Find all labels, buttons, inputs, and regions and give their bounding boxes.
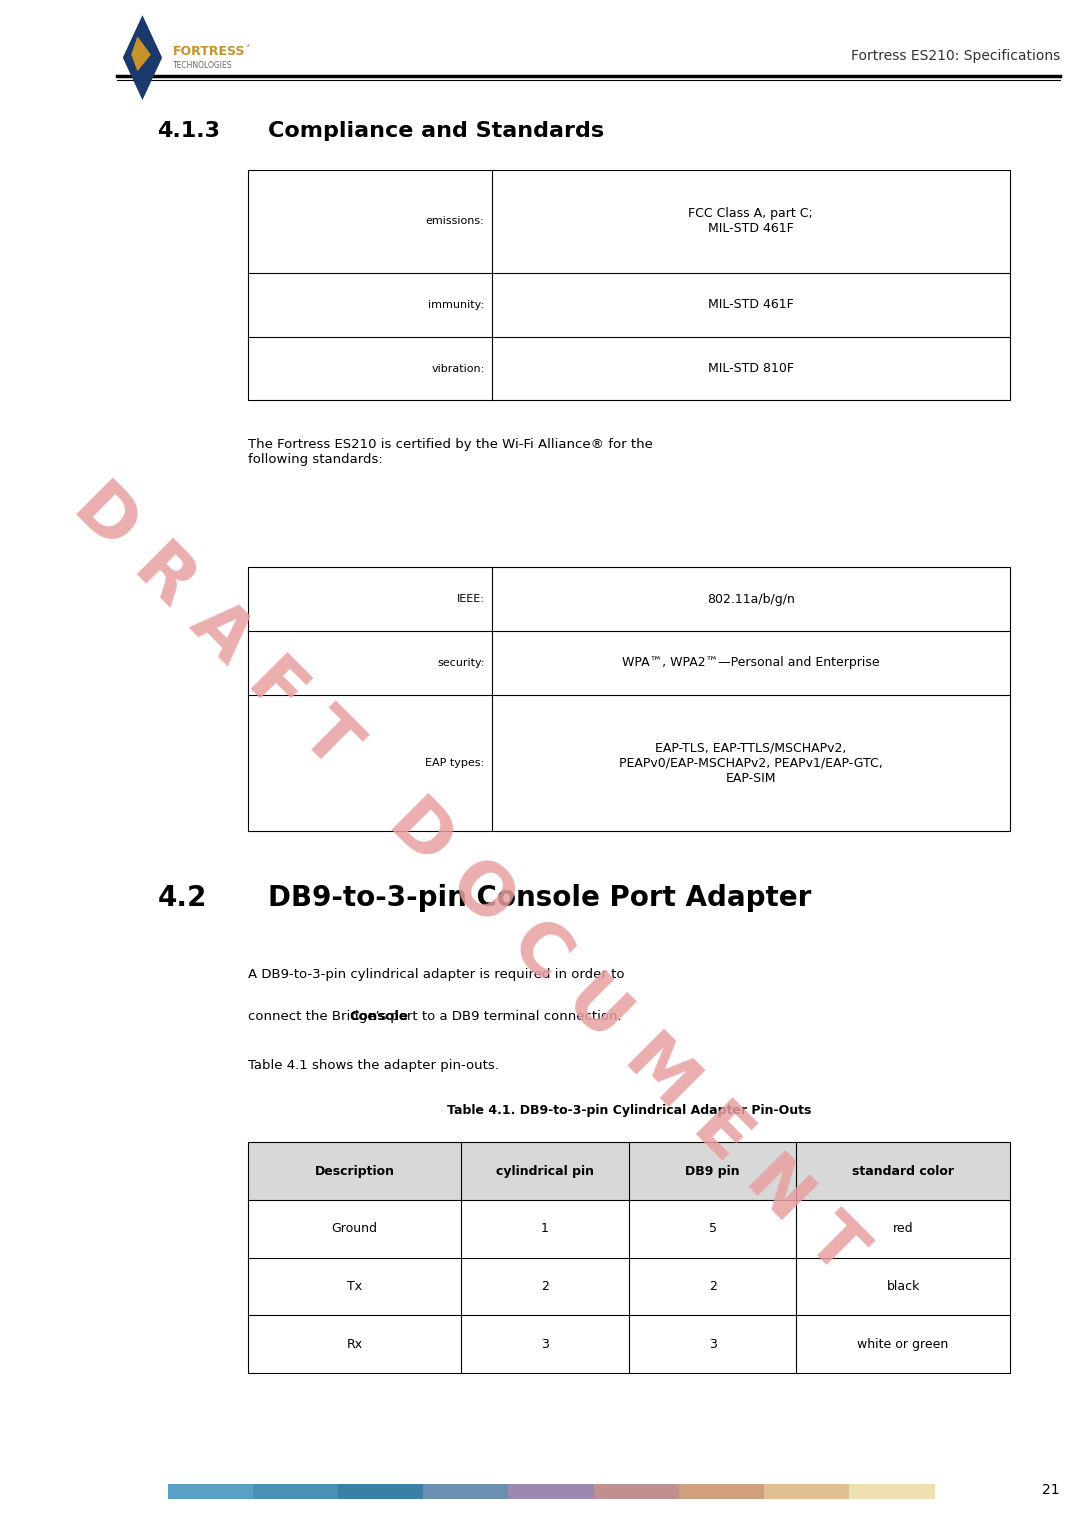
Text: Rx: Rx — [347, 1338, 363, 1350]
Text: 21: 21 — [1042, 1482, 1059, 1497]
Text: emissions:: emissions: — [426, 217, 485, 226]
Text: Table 4.1. DB9-to-3-pin Cylindrical Adapter Pin-Outs: Table 4.1. DB9-to-3-pin Cylindrical Adap… — [447, 1104, 811, 1118]
Bar — [594, 1484, 679, 1499]
Text: DB9 pin: DB9 pin — [686, 1165, 740, 1177]
Text: 3: 3 — [541, 1338, 549, 1350]
Text: black: black — [886, 1280, 920, 1292]
Text: 2: 2 — [708, 1280, 716, 1292]
Text: A DB9-to-3-pin cylindrical adapter is required in order to: A DB9-to-3-pin cylindrical adapter is re… — [247, 968, 625, 981]
Bar — [247, 170, 1009, 400]
Text: Fortress ES210: Specifications: Fortress ES210: Specifications — [850, 49, 1059, 64]
Text: Description: Description — [314, 1165, 395, 1177]
Text: D R A F T   D O C U M E N T: D R A F T D O C U M E N T — [60, 472, 876, 1288]
Text: Compliance and Standards: Compliance and Standards — [268, 121, 604, 141]
Bar — [338, 1484, 423, 1499]
Text: 2: 2 — [541, 1280, 549, 1292]
Bar — [679, 1484, 764, 1499]
Text: red: red — [893, 1223, 913, 1235]
Text: cylindrical pin: cylindrical pin — [496, 1165, 594, 1177]
Text: FORTRESS´: FORTRESS´ — [172, 46, 252, 58]
Text: Table 4.1 shows the adapter pin-outs.: Table 4.1 shows the adapter pin-outs. — [247, 1059, 498, 1073]
Text: MIL-STD 461F: MIL-STD 461F — [707, 299, 794, 311]
Text: Ground: Ground — [331, 1223, 377, 1235]
Text: standard color: standard color — [852, 1165, 954, 1177]
Text: connect the Bridge’s: connect the Bridge’s — [247, 1010, 390, 1024]
Text: 4.1.3: 4.1.3 — [157, 121, 220, 141]
Bar — [934, 1484, 1020, 1499]
Bar — [508, 1484, 594, 1499]
Polygon shape — [131, 36, 150, 71]
Text: TECHNOLOGIES: TECHNOLOGIES — [172, 61, 232, 70]
Text: EAP-TLS, EAP-TTLS/MSCHAPv2,
PEAPv0/EAP-MSCHAPv2, PEAPv1/EAP-GTC,
EAP-SIM: EAP-TLS, EAP-TTLS/MSCHAPv2, PEAPv0/EAP-M… — [619, 742, 883, 784]
Text: port to a DB9 terminal connection.: port to a DB9 terminal connection. — [386, 1010, 621, 1024]
Bar — [247, 1142, 1009, 1373]
Text: DB9-to-3-pin Console Port Adapter: DB9-to-3-pin Console Port Adapter — [268, 884, 811, 912]
Text: EAP types:: EAP types: — [425, 758, 485, 768]
Text: immunity:: immunity: — [428, 300, 485, 309]
Bar — [247, 1142, 1009, 1200]
Bar — [423, 1484, 508, 1499]
Bar — [247, 567, 1009, 831]
Polygon shape — [123, 15, 162, 100]
Text: security:: security: — [437, 658, 485, 667]
Bar — [253, 1484, 338, 1499]
Bar — [849, 1484, 934, 1499]
Bar — [764, 1484, 849, 1499]
Text: white or green: white or green — [858, 1338, 948, 1350]
Text: 1: 1 — [541, 1223, 549, 1235]
Text: 802.11a/b/g/n: 802.11a/b/g/n — [706, 593, 795, 605]
Text: Console: Console — [350, 1010, 409, 1024]
Text: vibration:: vibration: — [432, 364, 485, 373]
Text: WPA™, WPA2™—Personal and Enterprise: WPA™, WPA2™—Personal and Enterprise — [622, 657, 880, 669]
Text: Tx: Tx — [347, 1280, 362, 1292]
Bar — [168, 1484, 253, 1499]
Text: 3: 3 — [708, 1338, 716, 1350]
Text: The Fortress ES210 is certified by the Wi-Fi Alliance® for the
following standar: The Fortress ES210 is certified by the W… — [247, 438, 653, 466]
Text: IEEE:: IEEE: — [457, 595, 485, 604]
Text: 4.2: 4.2 — [157, 884, 207, 912]
Text: 5: 5 — [708, 1223, 716, 1235]
Text: FCC Class A, part C;
MIL-STD 461F: FCC Class A, part C; MIL-STD 461F — [688, 208, 813, 235]
Text: MIL-STD 810F: MIL-STD 810F — [707, 363, 794, 375]
